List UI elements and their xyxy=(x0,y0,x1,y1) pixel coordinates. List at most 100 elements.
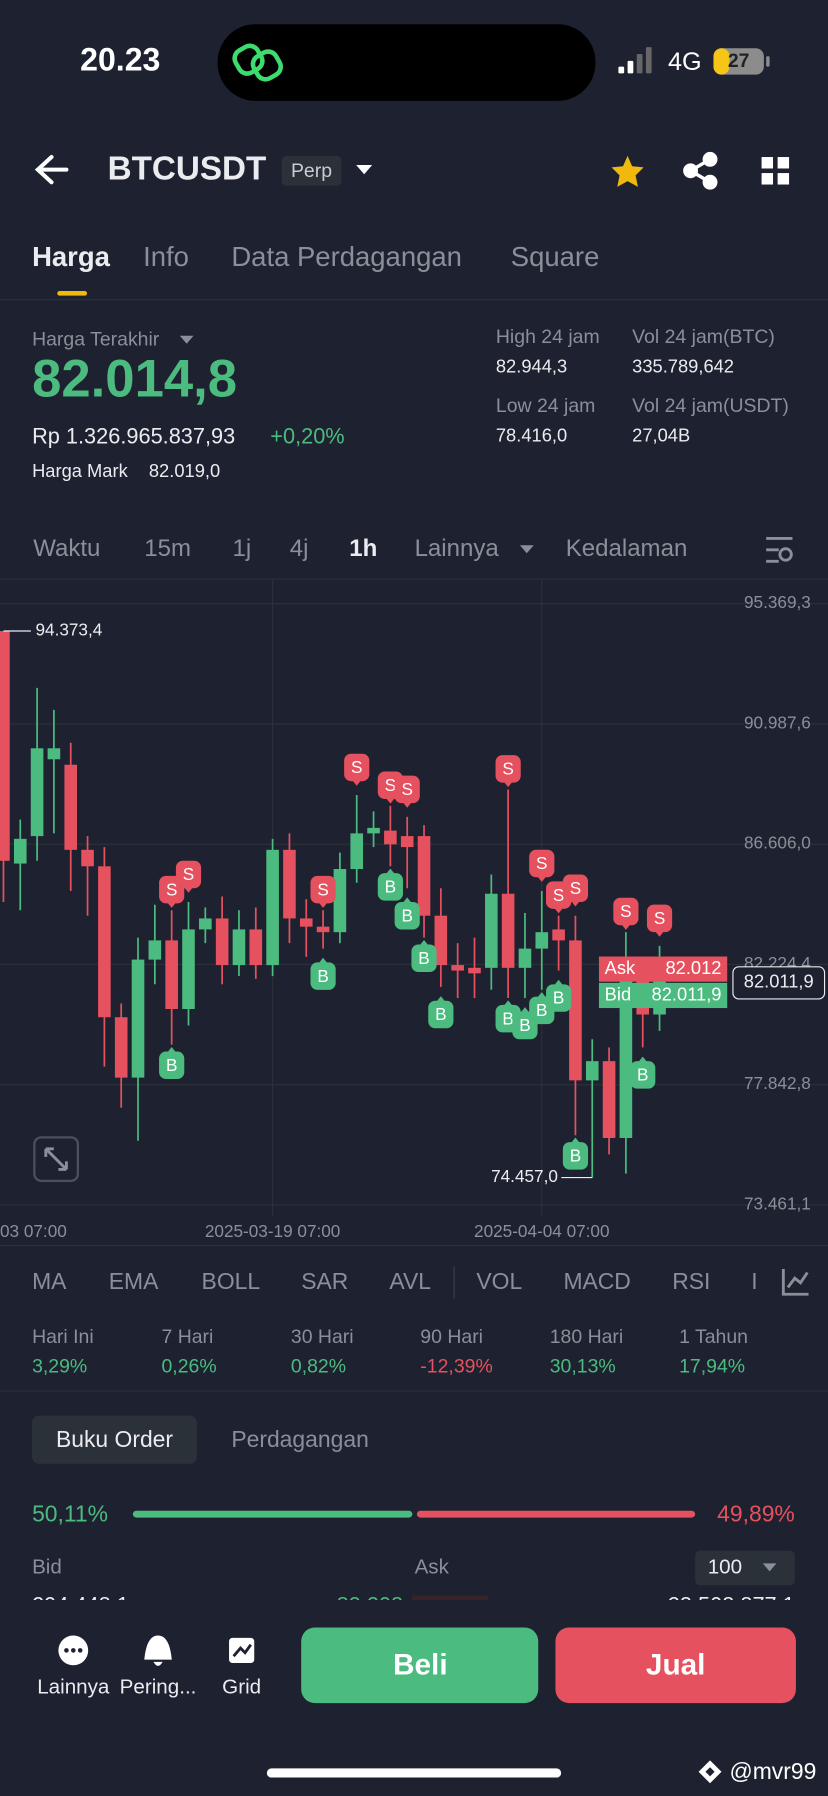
sell-button[interactable] xyxy=(555,1627,796,1704)
more-dropdown[interactable] xyxy=(519,545,534,554)
indicator[interactable]: MACD xyxy=(563,1268,630,1294)
buy-signal-label: B xyxy=(637,1065,648,1085)
candle-body xyxy=(81,849,94,867)
candle-body xyxy=(485,893,498,968)
timeframe[interactable]: Kedalaman xyxy=(566,535,688,562)
buy-signal-label: B xyxy=(553,988,564,1008)
buy-signal-label: B xyxy=(317,966,328,986)
indicator[interactable]: RSI xyxy=(672,1268,710,1294)
indicator[interactable]: BOLL xyxy=(202,1268,261,1294)
sell-signal-pointer xyxy=(621,924,631,930)
tab[interactable]: Data Perdagangan xyxy=(231,241,462,272)
chart-settings[interactable] xyxy=(766,536,793,563)
last-price-tag xyxy=(732,966,826,1000)
indicator[interactable]: SAR xyxy=(301,1268,348,1294)
last-price: 82.014,8 xyxy=(32,350,237,409)
buy-signal-pointer xyxy=(167,1046,177,1053)
period-change: 30,13% xyxy=(550,1356,616,1378)
buy-signal-label: B xyxy=(418,948,429,968)
price-dropdown[interactable] xyxy=(179,335,194,344)
sell-signal xyxy=(562,874,589,902)
period: Hari Ini xyxy=(32,1326,94,1348)
sell-signal-label: S xyxy=(317,879,328,899)
bottom-item[interactable]: Grid xyxy=(222,1676,261,1699)
tab[interactable]: Square xyxy=(511,241,600,272)
buy-signal-label: B xyxy=(166,1055,177,1075)
period: 7 Hari xyxy=(161,1326,213,1348)
candle-body xyxy=(283,849,296,919)
layout-button[interactable] xyxy=(761,157,790,185)
indicator[interactable]: AVL xyxy=(389,1268,431,1294)
bottom-item[interactable]: Lainnya xyxy=(37,1676,110,1699)
grid-icon[interactable] xyxy=(229,1637,255,1664)
active-tab[interactable] xyxy=(32,1415,197,1464)
favorite-button[interactable] xyxy=(611,155,644,187)
share-button[interactable] xyxy=(683,151,718,190)
timeframe[interactable]: 15m xyxy=(144,535,191,562)
rupiah-price: Rp 1.326.965.837,93 xyxy=(32,423,235,448)
tab[interactable]: Harga xyxy=(32,241,111,272)
bottom-item[interactable]: Pering... xyxy=(120,1676,197,1699)
more-icon[interactable] xyxy=(58,1635,89,1666)
candle-body xyxy=(232,929,246,966)
timeframe[interactable]: 1h xyxy=(349,535,377,562)
candle-body xyxy=(30,748,44,837)
candle-body xyxy=(333,869,347,933)
candle-body xyxy=(552,929,565,941)
expand-button[interactable] xyxy=(33,1136,80,1183)
depth-dropdown[interactable] xyxy=(762,1563,777,1572)
symbol-dropdown[interactable] xyxy=(356,165,373,175)
indicator[interactable]: MA xyxy=(32,1268,67,1294)
bid-label: Bid xyxy=(605,983,631,1004)
alert-icon[interactable] xyxy=(144,1635,172,1666)
candle-body xyxy=(249,929,263,966)
timeframe[interactable]: Lainnya xyxy=(415,535,500,562)
sell-signal-label: S xyxy=(166,879,177,899)
order-row-cell: 23.508.877,1 xyxy=(668,1593,795,1618)
bid-header: Bid xyxy=(32,1555,62,1578)
candle-body xyxy=(148,940,162,960)
depth-select[interactable] xyxy=(695,1550,795,1586)
order-row-cell: 82.208 xyxy=(337,1593,404,1618)
buy-signal-label: B xyxy=(435,1004,446,1024)
buy-label[interactable]: Beli xyxy=(393,1648,448,1681)
candle-body xyxy=(434,915,448,966)
order-tab[interactable]: Perdagangan xyxy=(231,1426,368,1452)
stat-value: 78.416,0 xyxy=(496,424,567,445)
indicator-settings[interactable] xyxy=(781,1269,809,1296)
mark-price: 82.019,0 xyxy=(149,460,220,481)
buy-signal-label: B xyxy=(536,1000,547,1020)
candle-body xyxy=(215,918,229,966)
back-button[interactable] xyxy=(34,155,69,185)
sell-signal xyxy=(394,775,420,804)
dynamic-island xyxy=(217,24,596,101)
buy-button[interactable] xyxy=(301,1627,539,1704)
stat-label: Vol 24 jam(BTC) xyxy=(632,326,775,348)
sell-signal-label: S xyxy=(620,901,631,921)
annotation: 94.373,4 xyxy=(36,620,103,640)
indicator[interactable]: EMA xyxy=(109,1268,159,1294)
candle-body xyxy=(350,833,364,870)
buy-signal xyxy=(377,873,403,901)
sell-signal xyxy=(175,860,202,889)
order-tab[interactable]: Buku Order xyxy=(56,1426,173,1452)
sell-signal xyxy=(310,875,336,904)
sell-signal-pointer xyxy=(352,780,362,786)
divider xyxy=(0,1245,828,1247)
candle-body xyxy=(619,973,633,1138)
tab[interactable]: Info xyxy=(143,241,189,272)
y-tick-label: 73.461,1 xyxy=(744,1193,811,1213)
timeframe[interactable]: 1j xyxy=(232,535,251,562)
expand-icon xyxy=(44,1147,68,1171)
sell-label[interactable]: Jual xyxy=(646,1648,706,1681)
x-tick-label: 2025-03-19 07:00 xyxy=(205,1221,340,1241)
sell-signal xyxy=(344,753,370,782)
timeframe[interactable]: 4j xyxy=(290,535,309,562)
indicator[interactable]: VOL xyxy=(476,1268,522,1294)
period-change: -12,39% xyxy=(420,1356,492,1378)
symbol: BTCUSDT xyxy=(108,151,267,188)
candle-body xyxy=(367,827,380,834)
depth[interactable]: 100 xyxy=(708,1555,742,1578)
candle-body xyxy=(417,836,431,916)
battery-level: 27 xyxy=(728,50,750,72)
